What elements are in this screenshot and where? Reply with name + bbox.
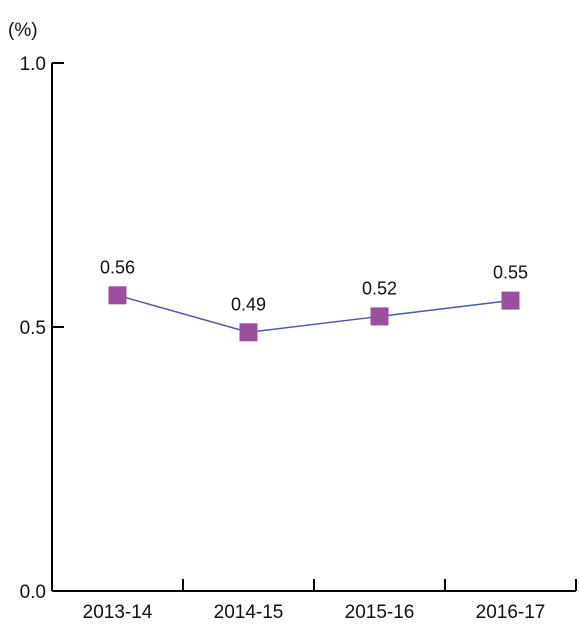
data-label: 0.55 [493,263,528,283]
series-line [117,294,511,334]
data-labels: 0.56 0.49 0.52 0.55 [100,257,528,314]
x-tick-label: 2015-16 [345,602,415,623]
series-layer [108,286,520,342]
y-tick-label: 1.0 [20,54,46,75]
x-tick-label: 2014-15 [214,602,284,623]
x-tick-label: 2013-14 [83,602,153,623]
y-unit-label: (%) [8,20,38,41]
data-point-marker [108,286,127,305]
data-point-marker [239,323,258,342]
y-tick-label: 0.5 [20,318,46,339]
data-label: 0.52 [362,278,397,298]
data-label: 0.56 [100,257,135,277]
axes: 0.0 0.5 1.0 2013-14 2014-15 2015-16 2016-17 [20,54,577,623]
data-point-marker [501,291,520,310]
data-point-marker [370,307,389,326]
y-tick-label: 0.0 [20,582,46,603]
data-label: 0.49 [231,294,266,314]
x-tick-label: 2016-17 [476,602,546,623]
